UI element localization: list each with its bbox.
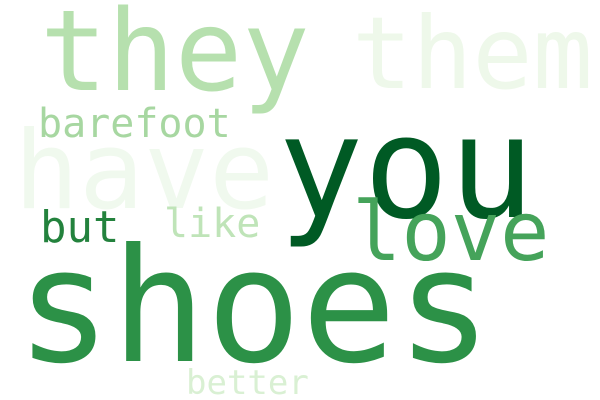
word-you: you (278, 86, 535, 251)
word-but: but (40, 202, 120, 253)
word-barefoot: barefoot (38, 101, 231, 147)
word-they: they (40, 0, 310, 117)
word-love: love (352, 185, 550, 280)
word-like: like (164, 201, 261, 247)
word-shoes: shoes (16, 215, 492, 399)
word-better: better (186, 363, 309, 400)
word-have: have (14, 109, 275, 234)
word-them: them (352, 0, 593, 112)
